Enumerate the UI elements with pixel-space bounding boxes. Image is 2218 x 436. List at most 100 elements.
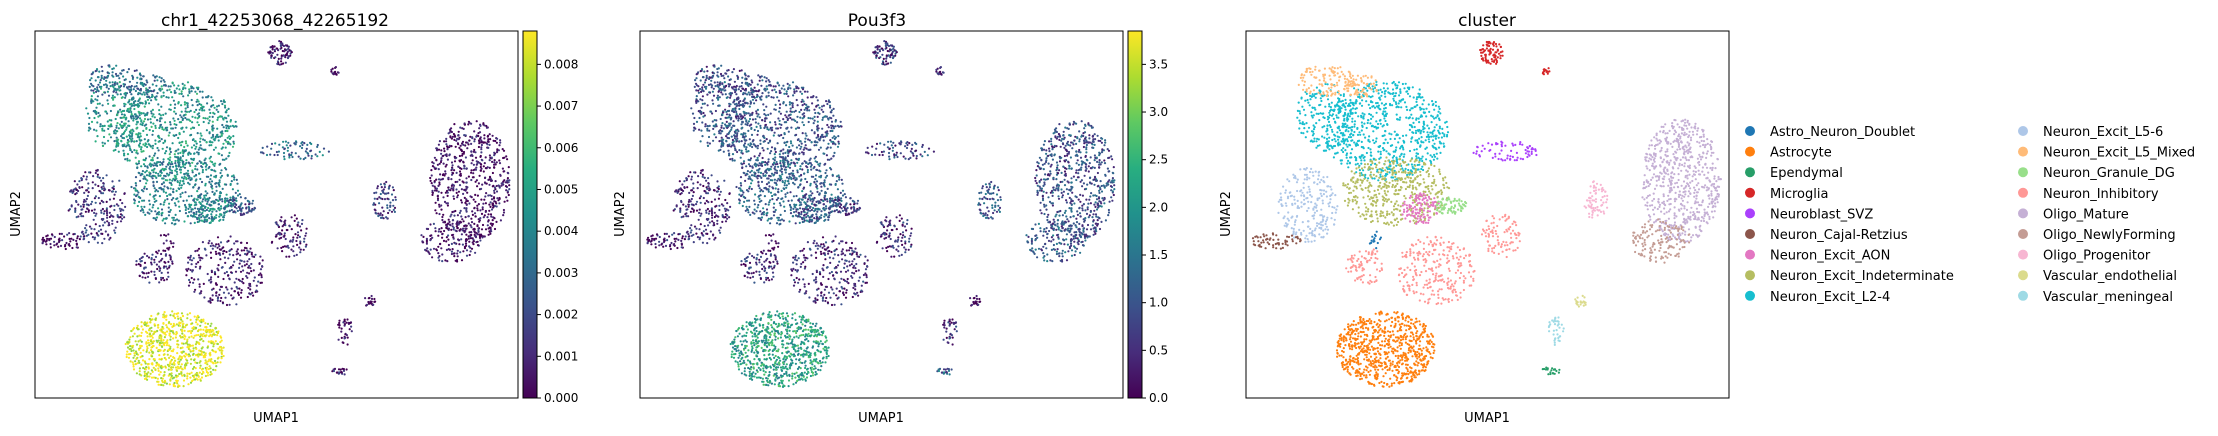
scatter-point [393, 206, 397, 209]
scatter-point [98, 102, 101, 105]
scatter-point [282, 140, 285, 143]
scatter-point [179, 324, 182, 327]
scatter-point [446, 260, 449, 263]
scatter-point [758, 167, 761, 170]
scatter-point [94, 140, 97, 143]
scatter-point [198, 102, 201, 106]
scatter-point [107, 72, 111, 75]
scatter-point [206, 213, 209, 216]
scatter-point [792, 94, 795, 97]
scatter-point [230, 287, 233, 290]
scatter-point [182, 130, 185, 133]
scatter-point [151, 144, 155, 147]
scatter-point [169, 85, 172, 88]
scatter-point [124, 122, 127, 125]
scatter-point [818, 112, 821, 115]
scatter-point [181, 346, 184, 349]
scatter-point [216, 105, 219, 108]
scatter-point [157, 207, 160, 210]
scatter-point [184, 149, 187, 152]
scatter-point [140, 172, 143, 175]
scatter-point [178, 205, 181, 208]
scatter-point [498, 144, 501, 147]
scatter-point [186, 144, 189, 147]
scatter-point [484, 210, 487, 213]
scatter-point [444, 153, 447, 157]
scatter-point [478, 233, 481, 236]
scatter-point [498, 159, 501, 162]
colorbar-ticks: 0.0000.0010.0020.0030.0040.0050.0060.007… [537, 57, 578, 405]
scatter-point [204, 194, 208, 197]
scatter-point [172, 242, 175, 245]
scatter-point [440, 247, 443, 250]
scatter-point [156, 92, 159, 95]
scatter-point [825, 134, 828, 137]
scatter-point [86, 194, 89, 197]
scatter-point [162, 242, 165, 245]
scatter-point [84, 210, 87, 213]
scatter-point [160, 171, 163, 174]
scatter-point [157, 249, 160, 252]
scatter-point [341, 341, 344, 344]
scatter-point [228, 151, 231, 154]
scatter-point [160, 271, 163, 274]
scatter-point [145, 113, 148, 116]
scatter-point [75, 239, 78, 242]
scatter-point [743, 138, 746, 141]
scatter-point [445, 240, 448, 243]
scatter-point [149, 121, 152, 124]
scatter-point [181, 314, 184, 317]
scatter-point [139, 351, 142, 354]
scatter-point [827, 142, 830, 145]
scatter-point [182, 152, 185, 155]
scatter-point [465, 181, 468, 184]
scatter-point [191, 121, 194, 124]
scatter-point [135, 263, 138, 266]
scatter-point [113, 87, 116, 91]
scatter-point [463, 207, 466, 210]
scatter-point [463, 122, 466, 125]
scatter-point [211, 294, 214, 297]
scatter-point [302, 248, 305, 251]
scatter-point [108, 189, 111, 192]
scatter-point [271, 51, 274, 55]
scatter-point [88, 85, 91, 88]
scatter-point [134, 363, 137, 366]
scatter-point [321, 154, 324, 157]
scatter-point [235, 199, 238, 202]
scatter-point [456, 255, 459, 258]
scatter-point [76, 235, 79, 238]
scatter-point [164, 254, 167, 257]
scatter-point [789, 149, 793, 152]
scatter-point [375, 212, 378, 215]
scatter-point [195, 262, 198, 265]
scatter-point [222, 218, 225, 221]
scatter-point [156, 380, 159, 383]
scatter-point [248, 209, 251, 212]
scatter-point [429, 234, 432, 237]
scatter-point [814, 155, 818, 158]
scatter-point [343, 373, 346, 376]
scatter-point [209, 251, 212, 254]
scatter-point [792, 118, 795, 121]
scatter-point [78, 238, 81, 241]
scatter-point [121, 126, 124, 129]
scatter-point [159, 169, 162, 173]
scatter-point [216, 116, 220, 119]
scatter-point [221, 198, 224, 201]
scatter-point [201, 200, 204, 203]
scatter-point [785, 92, 788, 95]
scatter-point [120, 208, 123, 211]
scatter-point [260, 281, 263, 284]
scatter-point [217, 269, 220, 272]
scatter-point [151, 355, 154, 358]
scatter-point [447, 248, 450, 251]
scatter-point [158, 120, 162, 123]
scatter-point [741, 163, 744, 166]
scatter-point [290, 153, 293, 157]
scatter-point [282, 62, 285, 65]
scatter-point [218, 288, 221, 291]
scatter-point [435, 158, 438, 161]
scatter-point [162, 91, 165, 94]
scatter-point [194, 147, 197, 150]
